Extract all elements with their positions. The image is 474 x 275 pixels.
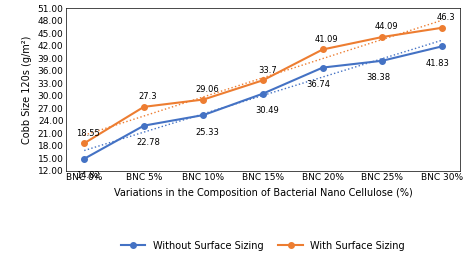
Without Surface Sizing <box>260 92 266 95</box>
Text: 18.55: 18.55 <box>76 129 100 138</box>
X-axis label: Variations in the Composition of Bacterial Nano Cellulose (%): Variations in the Composition of Bacteri… <box>114 188 412 198</box>
Text: 22.78: 22.78 <box>136 138 160 147</box>
Without Surface Sizing <box>201 113 206 117</box>
With Surface Sizing <box>141 105 146 109</box>
With Surface Sizing <box>439 26 445 29</box>
With Surface Sizing <box>380 35 385 39</box>
Text: 27.3: 27.3 <box>139 92 157 101</box>
With Surface Sizing <box>82 142 87 145</box>
Text: 25.33: 25.33 <box>196 128 219 137</box>
Text: 33.7: 33.7 <box>258 66 277 75</box>
Without Surface Sizing <box>141 124 146 127</box>
Text: 46.3: 46.3 <box>437 13 456 22</box>
Text: 41.09: 41.09 <box>315 35 338 44</box>
Without Surface Sizing <box>439 45 445 48</box>
Text: 44.09: 44.09 <box>374 23 398 31</box>
Legend: Without Surface Sizing, With Surface Sizing: Without Surface Sizing, With Surface Siz… <box>117 237 409 255</box>
Text: 41.83: 41.83 <box>426 59 450 68</box>
Text: 29.06: 29.06 <box>196 85 219 94</box>
With Surface Sizing <box>320 48 326 51</box>
Text: 38.38: 38.38 <box>366 73 390 82</box>
Y-axis label: Cobb Size 120s (g/m²): Cobb Size 120s (g/m²) <box>22 35 32 144</box>
Text: 14.82: 14.82 <box>76 171 100 180</box>
Text: 30.49: 30.49 <box>255 106 279 115</box>
Without Surface Sizing <box>82 157 87 160</box>
Line: With Surface Sizing: With Surface Sizing <box>82 25 445 146</box>
Line: Without Surface Sizing: Without Surface Sizing <box>82 44 445 161</box>
With Surface Sizing <box>260 79 266 82</box>
With Surface Sizing <box>201 98 206 101</box>
Without Surface Sizing <box>380 59 385 62</box>
Without Surface Sizing <box>320 66 326 69</box>
Text: 36.74: 36.74 <box>307 80 330 89</box>
